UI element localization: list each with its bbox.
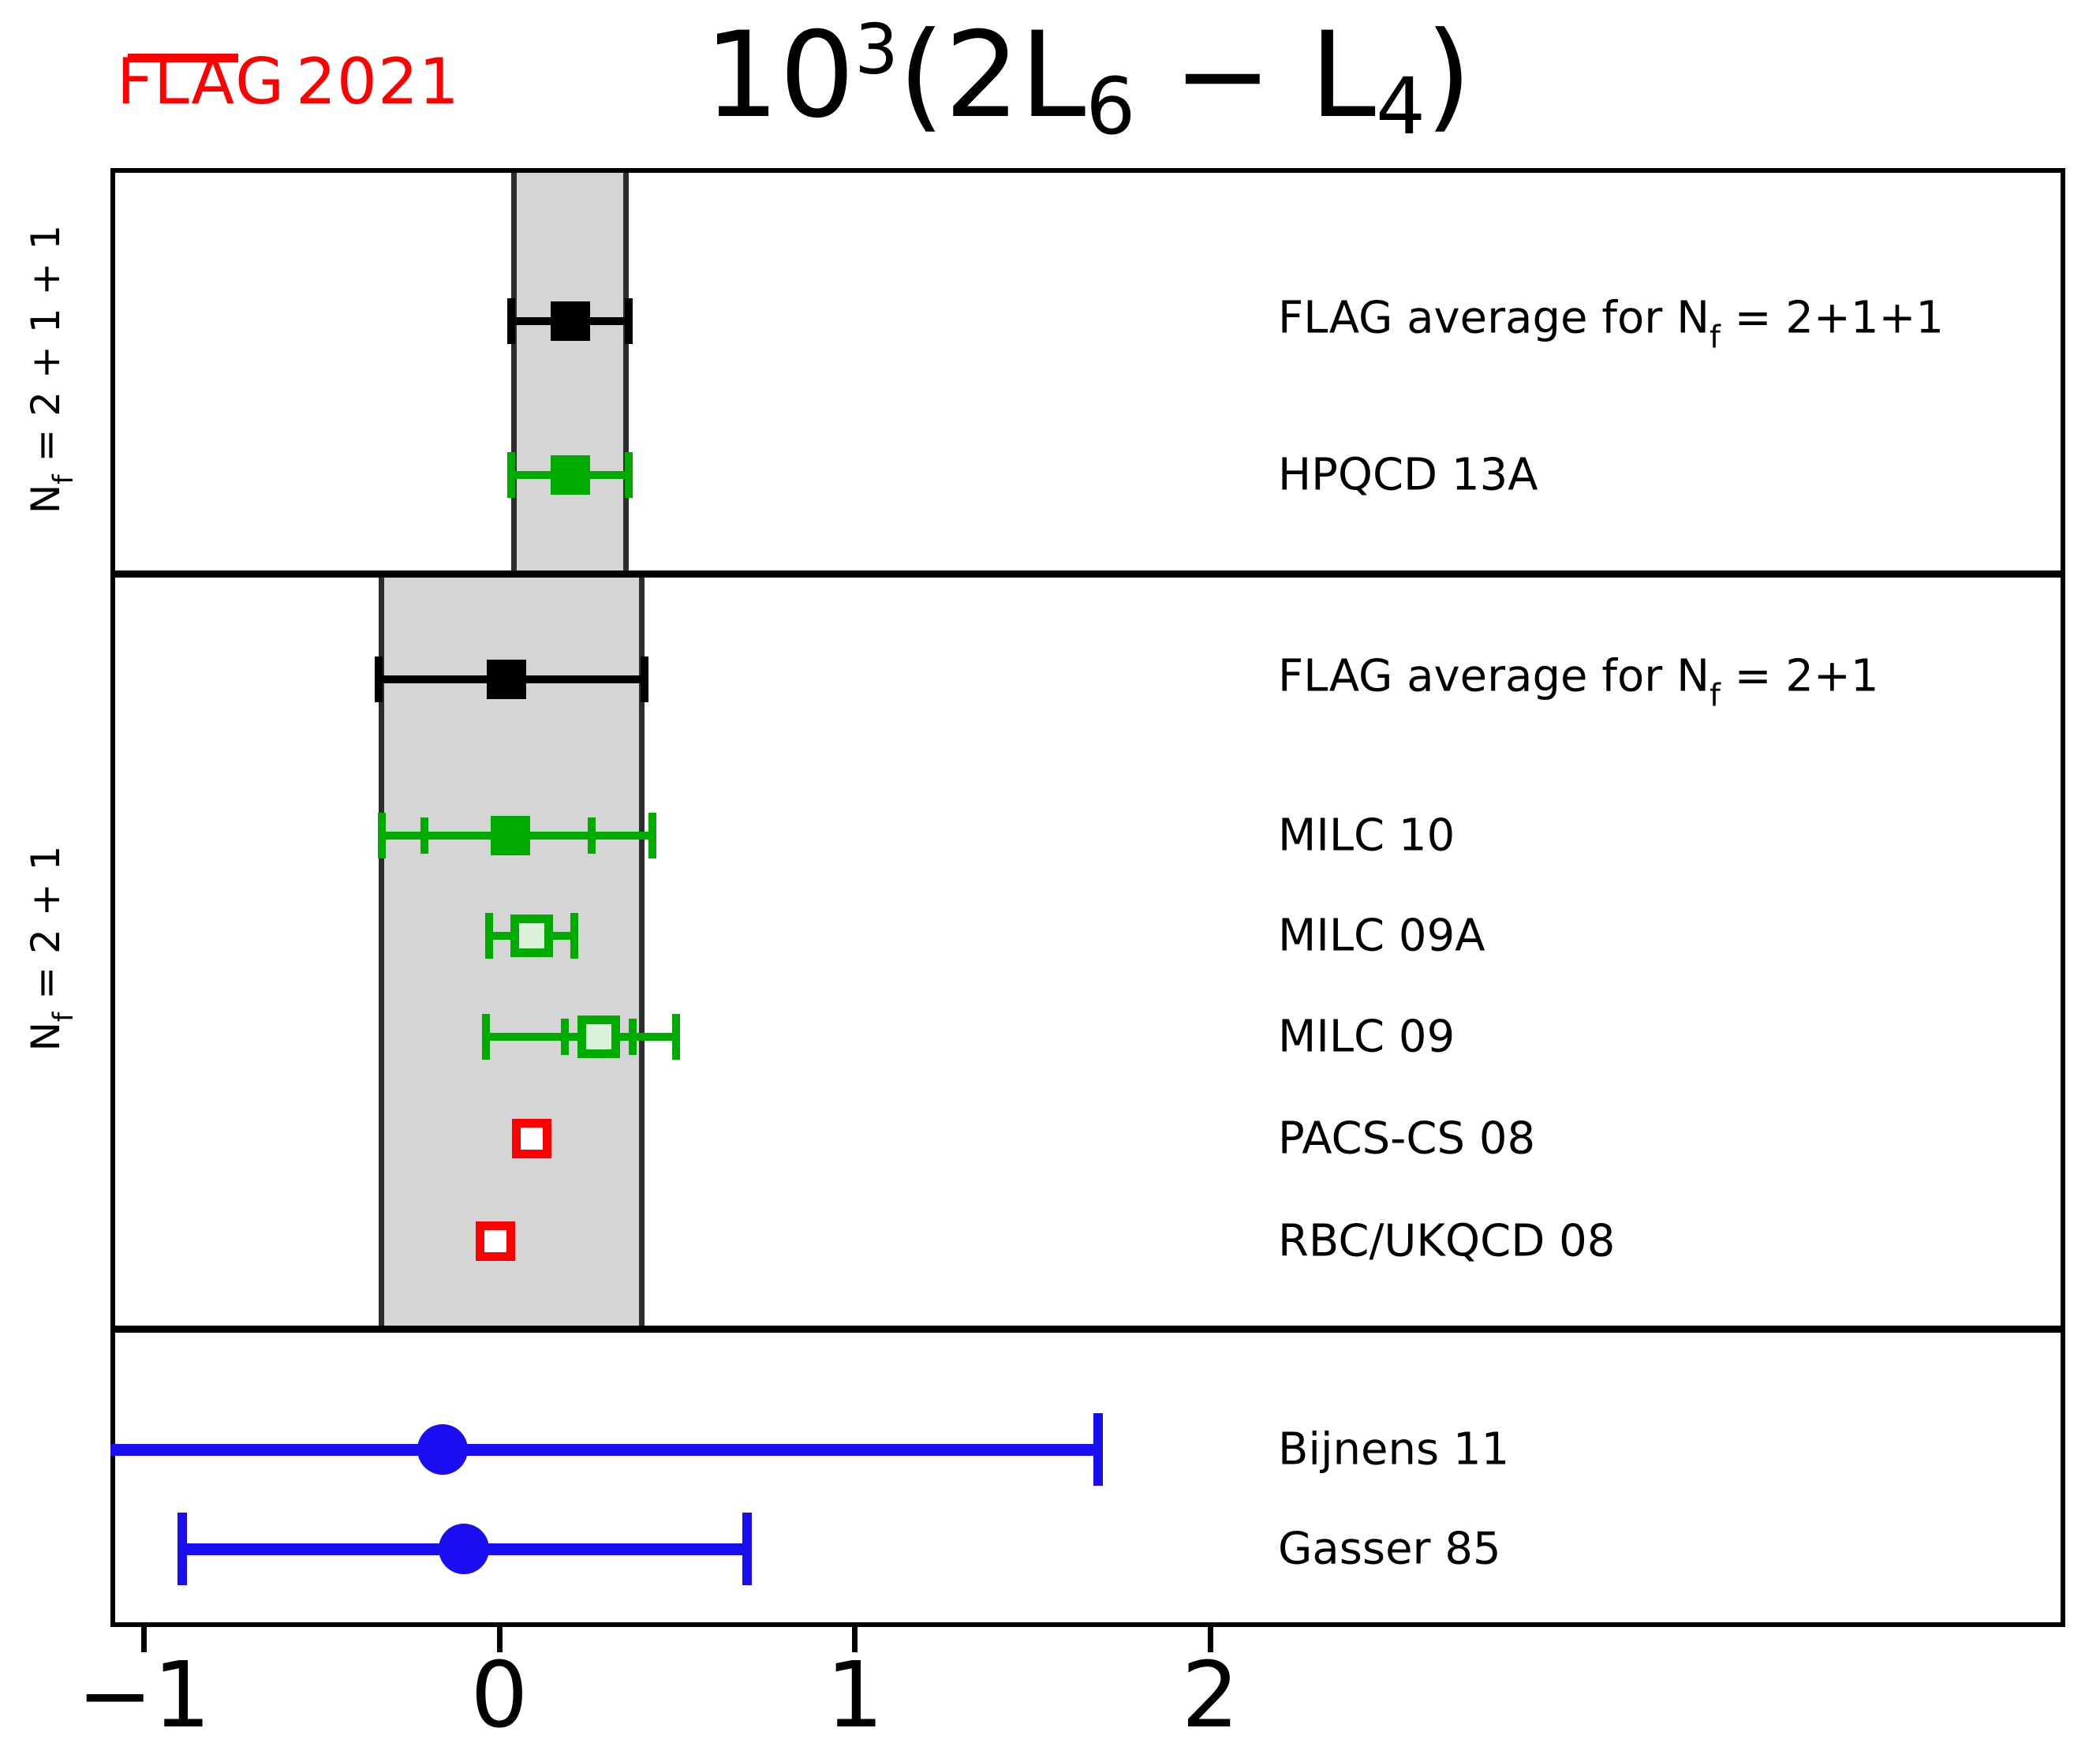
title-exponent: 3 [854, 9, 899, 91]
x-tick-1 [852, 1627, 858, 1652]
stat-tick-right-milc-09 [628, 1019, 637, 1055]
error-cap-right-flag-average-for-nf-2-1-1 [625, 298, 633, 344]
row-label-gasser-85: Gasser 85 [1278, 1523, 1501, 1575]
error-cap-left-milc-09 [481, 1014, 490, 1060]
average-band-nf-2-1-1 [510, 173, 629, 570]
row-label-milc-09a: MILC 09A [1278, 910, 1485, 962]
x-tick--1 [140, 1627, 147, 1652]
error-cap-left-flag-average-for-nf-2-1 [374, 656, 383, 702]
x-tick-label-2: 2 [1181, 1643, 1239, 1749]
error-cap-right-bijnens-11 [1093, 1413, 1103, 1486]
row-label-milc-10: MILC 10 [1278, 810, 1455, 862]
row-label-milc-09: MILC 09 [1278, 1011, 1455, 1063]
error-cap-left-flag-average-for-nf-2-1-1 [506, 298, 515, 344]
title-sub-4: 4 [1375, 61, 1426, 152]
marker-gasser-85 [438, 1524, 489, 1574]
marker-bijnens-11 [417, 1424, 468, 1475]
marker-hpqcd-13a [551, 455, 591, 495]
y-axis-label-nf-2p1: Nf = 2 + 1 [23, 845, 80, 1052]
error-cap-right-milc-10 [648, 813, 656, 858]
plot-area: FLAG average for Nf = 2+1+1 HPQCD 13A FLAG… [110, 168, 2065, 1627]
error-cap-left-hpqcd-13a [506, 452, 515, 498]
logo-flag-text: FLA [117, 45, 239, 118]
section-divider-2 [115, 1326, 2061, 1333]
stat-tick-right-milc-10 [588, 817, 596, 854]
x-tick-2 [1207, 1627, 1213, 1652]
row-label-rbc-ukqcd-08: RBC/UKQCD 08 [1278, 1215, 1616, 1267]
stat-tick-left-milc-09 [560, 1019, 569, 1055]
x-tick-label-0: 0 [470, 1643, 529, 1749]
error-cap-right-hpqcd-13a [625, 452, 633, 498]
row-label-flag-average-for-nf-2-1: FLAG average for Nf = 2+1 [1278, 650, 1879, 714]
marker-milc-09a [510, 915, 553, 957]
x-tick-label-1: 1 [826, 1643, 884, 1749]
plot-title: 103(2L6 − L4) [704, 7, 1472, 152]
flag-2021-logo: FLAG 2021 [117, 50, 460, 114]
error-cap-right-flag-average-for-nf-2-1 [640, 656, 648, 702]
x-tick-label--1: −1 [77, 1643, 211, 1749]
error-cap-left-milc-09a [484, 913, 493, 959]
row-label-pacs-cs-08: PACS-CS 08 [1278, 1113, 1536, 1165]
marker-flag-average-for-nf-2-1 [487, 660, 526, 699]
error-bar-bijnens-11 [110, 1443, 1098, 1456]
marker-rbc-ukqcd-08 [476, 1221, 516, 1261]
row-label-hpqcd-13a: HPQCD 13A [1278, 449, 1538, 501]
stat-tick-left-milc-10 [420, 817, 429, 854]
row-label-flag-average-for-nf-2-1-1: FLAG average for Nf = 2+1+1 [1278, 292, 1945, 356]
marker-flag-average-for-nf-2-1-1 [551, 301, 591, 341]
title-sub-6: 6 [1085, 61, 1136, 152]
error-cap-left-milc-10 [378, 813, 387, 858]
row-label-bijnens-11: Bijnens 11 [1278, 1423, 1510, 1476]
logo-year: 2021 [296, 45, 460, 118]
marker-pacs-cs-08 [511, 1119, 551, 1158]
error-cap-left-gasser-85 [177, 1513, 188, 1585]
marker-milc-10 [490, 816, 530, 855]
x-tick-0 [496, 1627, 503, 1652]
marker-milc-09 [577, 1016, 621, 1058]
error-cap-right-milc-09a [570, 913, 579, 959]
logo-flag-g: G [235, 45, 286, 118]
error-cap-right-gasser-85 [742, 1513, 753, 1585]
error-cap-right-milc-09 [671, 1014, 680, 1060]
y-axis-label-nf-2p1p1: Nf = 2 + 1 + 1 [23, 224, 80, 514]
section-divider-1 [115, 570, 2061, 578]
